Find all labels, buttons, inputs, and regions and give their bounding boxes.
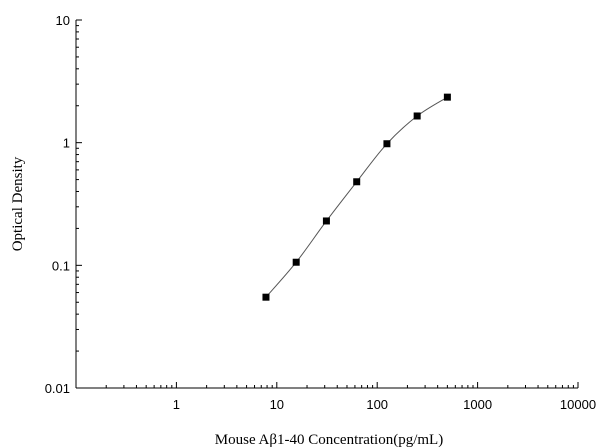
y-tick-label: 0.1 [52,258,70,273]
data-point [262,293,270,301]
x-axis-title: Mouse Aβ1-40 Concentration(pg/mL) [215,432,443,448]
x-tick-label: 1000 [463,397,492,412]
x-tick-label: 10000 [560,397,596,412]
axes [75,20,578,389]
y-tick-label: 1 [63,136,70,151]
x-tick-label: 1 [173,397,180,412]
data-point [322,217,330,225]
ticks [75,19,579,389]
y-tick-label: 0.01 [45,381,70,396]
data-point [292,258,300,266]
data-point [443,93,451,101]
data-point [353,178,361,186]
y-axis-title: Optical Density [10,156,26,251]
data-points [262,93,451,301]
data-point [383,140,391,148]
y-tick-label: 10 [56,13,70,28]
tick-labels: 1 10 100 1000 10000 0.01 0.1 1 10 [45,13,596,412]
x-tick-label: 10 [270,397,284,412]
fit-curve [265,96,448,298]
data-point [413,112,421,120]
x-tick-label: 100 [366,397,388,412]
